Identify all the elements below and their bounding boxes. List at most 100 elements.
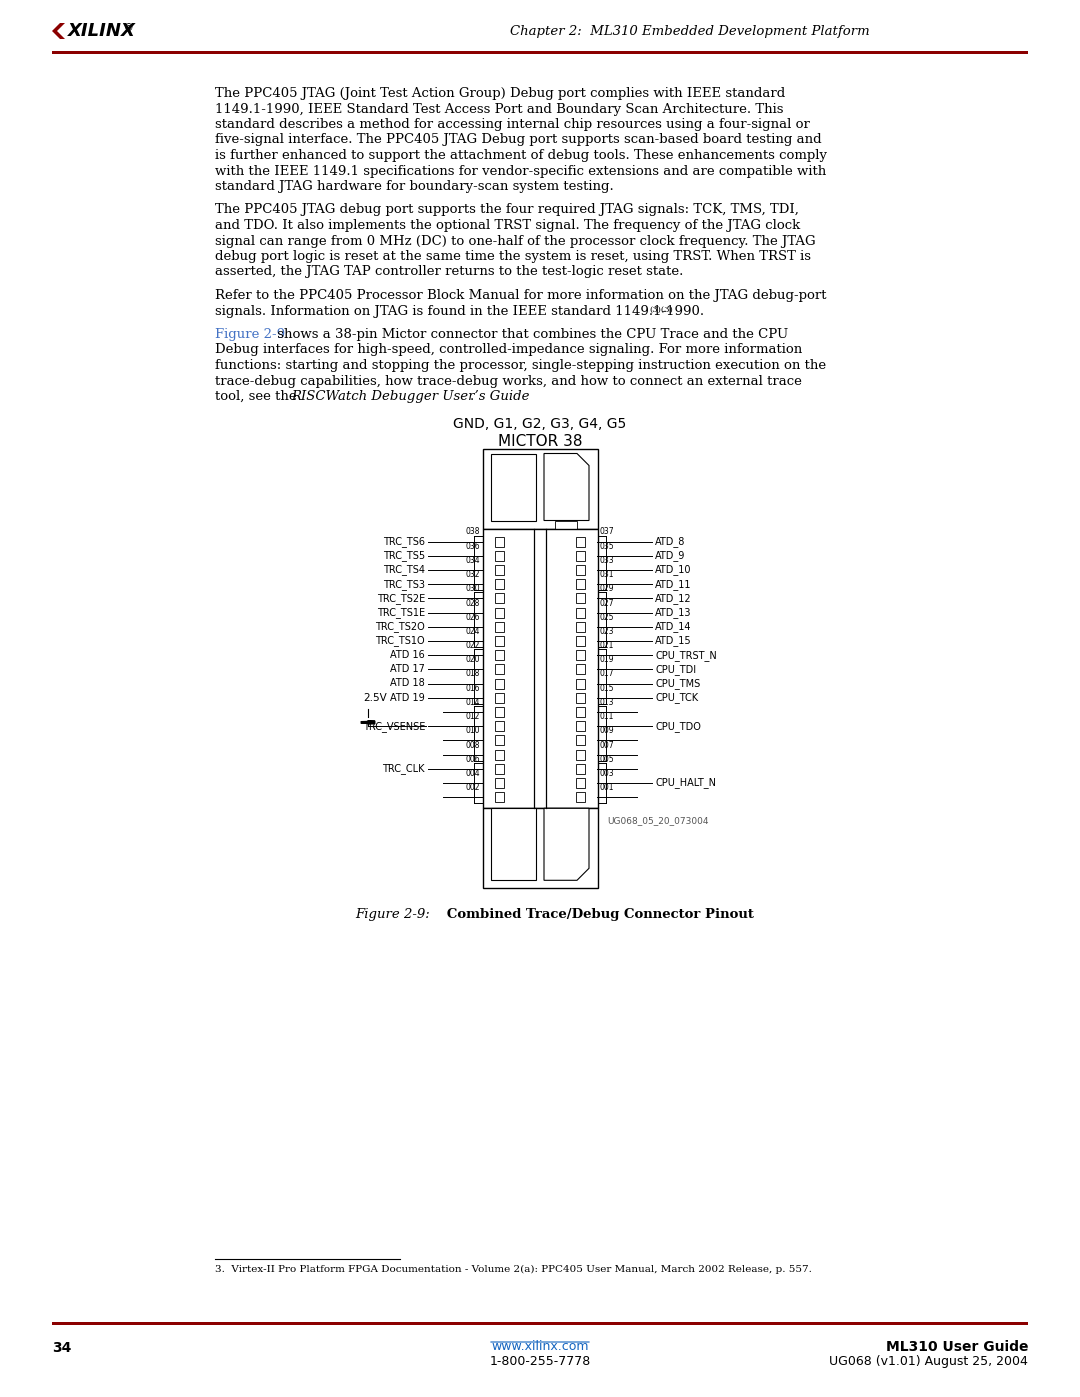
Text: signal can range from 0 MHz (DC) to one-half of the processor clock frequency. T: signal can range from 0 MHz (DC) to one-… <box>215 235 815 247</box>
Text: 001: 001 <box>600 784 615 792</box>
Text: TRC_TS3: TRC_TS3 <box>383 578 426 590</box>
Text: ATD_12: ATD_12 <box>654 592 691 604</box>
Polygon shape <box>52 22 65 39</box>
Text: UG068_05_20_073004: UG068_05_20_073004 <box>607 816 708 826</box>
Text: CPU_TDO: CPU_TDO <box>654 721 701 732</box>
Text: 029: 029 <box>600 584 615 594</box>
Bar <box>576 721 585 731</box>
Bar <box>576 764 585 774</box>
Polygon shape <box>544 809 589 880</box>
Text: ML310 User Guide: ML310 User Guide <box>886 1340 1028 1354</box>
Text: ATD 16: ATD 16 <box>390 650 426 661</box>
Bar <box>495 707 504 717</box>
Text: 024: 024 <box>465 627 480 636</box>
Text: 030: 030 <box>465 584 480 594</box>
Text: ATD_15: ATD_15 <box>654 636 691 647</box>
Text: Debug interfaces for high-speed, controlled-impedance signaling. For more inform: Debug interfaces for high-speed, control… <box>215 344 802 356</box>
Text: 020: 020 <box>465 655 480 665</box>
Bar <box>576 594 585 604</box>
Text: 3.  Virtex-II Pro Platform FPGA Documentation - Volume 2(a): PPC405 User Manual,: 3. Virtex-II Pro Platform FPGA Documenta… <box>215 1266 812 1274</box>
Text: TRC_TS1O: TRC_TS1O <box>376 636 426 647</box>
Text: and TDO. It also implements the optional TRST signal. The frequency of the JTAG : and TDO. It also implements the optional… <box>215 219 800 232</box>
Bar <box>52 1322 1028 1324</box>
Text: 006: 006 <box>465 754 480 764</box>
Bar <box>576 750 585 760</box>
Bar <box>576 550 585 560</box>
Text: TRC_TS6: TRC_TS6 <box>383 536 426 548</box>
Text: www.xilinx.com: www.xilinx.com <box>491 1340 589 1354</box>
Text: 002: 002 <box>465 784 480 792</box>
Text: shows a 38-pin Mictor connector that combines the CPU Trace and the CPU: shows a 38-pin Mictor connector that com… <box>273 328 788 341</box>
Text: 036: 036 <box>465 542 480 550</box>
Bar <box>576 707 585 717</box>
Text: asserted, the JTAG TAP controller returns to the test-logic reset state.: asserted, the JTAG TAP controller return… <box>215 265 684 278</box>
Text: ATD_14: ATD_14 <box>654 622 691 633</box>
Text: 1149.1-1990, IEEE Standard Test Access Port and Boundary Scan Architecture. This: 1149.1-1990, IEEE Standard Test Access P… <box>215 102 783 116</box>
Text: 031: 031 <box>600 570 615 580</box>
Bar <box>576 735 585 746</box>
Text: 003: 003 <box>600 768 615 778</box>
Bar <box>576 792 585 802</box>
Text: 014: 014 <box>465 698 480 707</box>
Bar <box>495 536 504 546</box>
Text: 017: 017 <box>600 669 615 679</box>
Bar <box>576 580 585 590</box>
Bar <box>495 608 504 617</box>
Text: TRC_TS5: TRC_TS5 <box>383 550 426 562</box>
Text: 025: 025 <box>600 613 615 622</box>
Text: TRC_CLK: TRC_CLK <box>382 763 426 774</box>
Bar <box>495 778 504 788</box>
Text: 022: 022 <box>465 641 480 650</box>
Text: Figure 2-9:: Figure 2-9: <box>355 908 430 921</box>
Bar <box>495 580 504 590</box>
Bar <box>495 750 504 760</box>
Text: RISCWatch Debugger User’s Guide: RISCWatch Debugger User’s Guide <box>291 390 529 402</box>
Text: Refer to the PPC405 Processor Block Manual for more information on the JTAG debu: Refer to the PPC405 Processor Block Manu… <box>215 289 826 302</box>
Text: ATD 18: ATD 18 <box>390 679 426 689</box>
Text: CPU_TDI: CPU_TDI <box>654 664 697 675</box>
Text: The PPC405 JTAG debug port supports the four required JTAG signals: TCK, TMS, TD: The PPC405 JTAG debug port supports the … <box>215 204 799 217</box>
Text: 2.5V: 2.5V <box>363 693 387 703</box>
Text: CPU_TRST_N: CPU_TRST_N <box>654 650 717 661</box>
Bar <box>576 665 585 675</box>
Text: 34: 34 <box>52 1341 71 1355</box>
Bar <box>576 778 585 788</box>
Text: standard describes a method for accessing internal chip resources using a four-s: standard describes a method for accessin… <box>215 117 810 131</box>
Text: GND, G1, G2, G3, G4, G5: GND, G1, G2, G3, G4, G5 <box>454 418 626 432</box>
Text: 1-800-255-7778: 1-800-255-7778 <box>489 1355 591 1368</box>
Text: TRC_TS2E: TRC_TS2E <box>377 592 426 604</box>
Text: TRC_TS4: TRC_TS4 <box>383 564 426 576</box>
Text: ATD_13: ATD_13 <box>654 608 691 617</box>
Text: TRC_TS2O: TRC_TS2O <box>375 622 426 633</box>
Polygon shape <box>491 809 536 880</box>
Text: five-signal interface. The PPC405 JTAG Debug port supports scan-based board test: five-signal interface. The PPC405 JTAG D… <box>215 134 822 147</box>
Text: debug port logic is reset at the same time the system is reset, using TRST. When: debug port logic is reset at the same ti… <box>215 250 811 263</box>
Text: 009: 009 <box>600 726 615 735</box>
Text: 034: 034 <box>465 556 480 564</box>
Bar <box>555 521 577 532</box>
Text: trace-debug capabilities, how trace-debug works, and how to connect an external : trace-debug capabilities, how trace-debu… <box>215 374 801 387</box>
Text: Chapter 2:  ML310 Embedded Development Platform: Chapter 2: ML310 Embedded Development Pl… <box>510 25 870 38</box>
Text: 011: 011 <box>600 712 615 721</box>
Bar <box>495 636 504 645</box>
Text: 037: 037 <box>600 528 615 536</box>
Text: 028: 028 <box>465 598 480 608</box>
Bar <box>576 636 585 645</box>
Text: CPU_TMS: CPU_TMS <box>654 678 700 689</box>
Text: The PPC405 JTAG (Joint Test Action Group) Debug port complies with IEEE standard: The PPC405 JTAG (Joint Test Action Group… <box>215 87 785 101</box>
Bar <box>495 564 504 576</box>
Text: 027: 027 <box>600 598 615 608</box>
Text: 005: 005 <box>600 754 615 764</box>
Text: 021: 021 <box>600 641 615 650</box>
Bar <box>483 448 598 528</box>
Bar <box>495 594 504 604</box>
Text: standard JTAG hardware for boundary-scan system testing.: standard JTAG hardware for boundary-scan… <box>215 180 613 193</box>
Bar <box>495 764 504 774</box>
Text: 015: 015 <box>600 683 615 693</box>
Bar <box>576 622 585 631</box>
Bar <box>495 792 504 802</box>
Text: ATD_11: ATD_11 <box>654 578 691 590</box>
Bar <box>576 608 585 617</box>
Bar <box>495 693 504 703</box>
Text: .: . <box>470 390 474 402</box>
